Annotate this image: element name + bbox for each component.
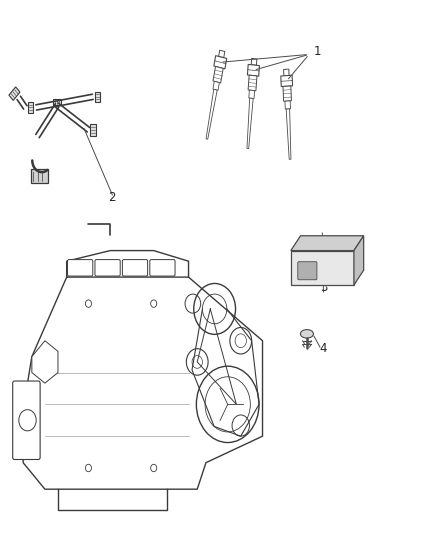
Polygon shape	[354, 236, 364, 285]
FancyBboxPatch shape	[13, 381, 40, 459]
Polygon shape	[291, 236, 364, 251]
Polygon shape	[249, 90, 254, 99]
Polygon shape	[213, 67, 223, 83]
Text: 4: 4	[320, 342, 327, 355]
Polygon shape	[95, 92, 100, 102]
Polygon shape	[247, 64, 259, 76]
Polygon shape	[206, 90, 217, 139]
FancyBboxPatch shape	[122, 260, 148, 276]
Polygon shape	[283, 86, 291, 101]
FancyBboxPatch shape	[67, 260, 93, 276]
Polygon shape	[281, 75, 293, 86]
Polygon shape	[247, 98, 253, 149]
Circle shape	[151, 464, 157, 472]
Polygon shape	[285, 101, 290, 109]
Polygon shape	[31, 169, 47, 183]
FancyBboxPatch shape	[150, 260, 175, 276]
Polygon shape	[291, 251, 354, 285]
Circle shape	[85, 464, 92, 472]
Text: 2: 2	[109, 191, 116, 204]
FancyBboxPatch shape	[298, 262, 317, 280]
Polygon shape	[213, 82, 219, 91]
Polygon shape	[286, 109, 291, 159]
Ellipse shape	[300, 329, 314, 338]
Text: 3: 3	[320, 281, 327, 294]
Polygon shape	[53, 99, 61, 106]
Polygon shape	[251, 59, 257, 66]
Polygon shape	[9, 87, 20, 100]
Polygon shape	[32, 341, 58, 383]
Polygon shape	[90, 124, 95, 135]
Polygon shape	[28, 102, 33, 113]
Polygon shape	[248, 75, 257, 91]
Text: 1: 1	[313, 45, 321, 58]
FancyBboxPatch shape	[95, 260, 120, 276]
Polygon shape	[219, 50, 225, 58]
Circle shape	[151, 300, 157, 308]
Polygon shape	[214, 55, 227, 69]
Circle shape	[85, 300, 92, 308]
Polygon shape	[283, 69, 289, 76]
